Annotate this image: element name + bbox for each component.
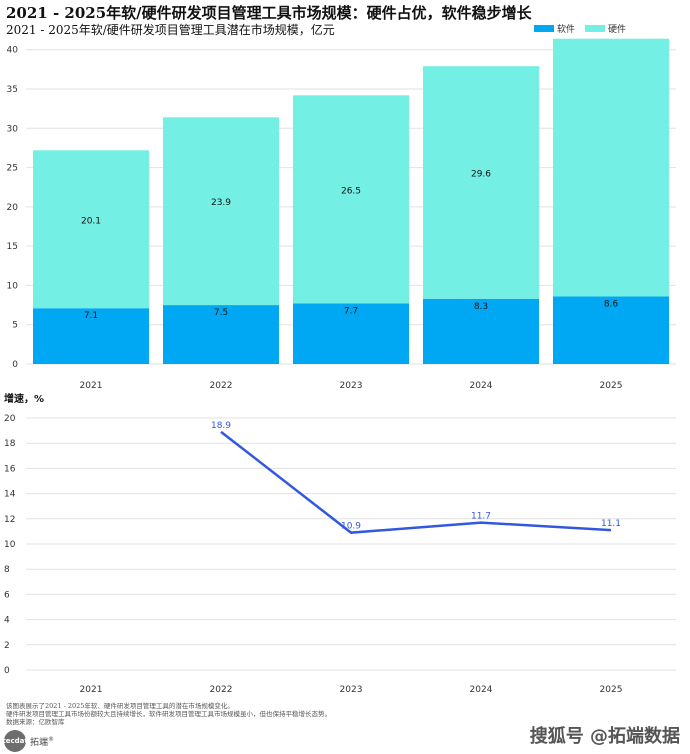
watermark: 搜狐号 @拓端数据 bbox=[529, 726, 680, 747]
stacked-bar-chart: 05101520253035407.120.120217.523.920227.… bbox=[7, 38, 676, 391]
y-tick-label: 6 bbox=[4, 590, 10, 600]
y-tick-label: 0 bbox=[4, 666, 10, 676]
y-tick-label: 10 bbox=[7, 281, 19, 291]
bar-hardware bbox=[163, 117, 279, 306]
footnote-source: 数据来源：亿欧智库 bbox=[6, 718, 65, 726]
y-tick-label: 15 bbox=[7, 242, 18, 252]
bar-hardware bbox=[293, 95, 409, 304]
data-label: 18.9 bbox=[211, 421, 231, 431]
legend-swatch-hardware bbox=[584, 25, 605, 32]
bar-hardware bbox=[33, 150, 149, 309]
legend-label-software: 软件 bbox=[556, 25, 575, 35]
x-tick-label: 2021 bbox=[80, 381, 103, 391]
data-label: 7.1 bbox=[84, 311, 98, 321]
data-label: 8.3 bbox=[474, 302, 488, 312]
y-tick-label: 14 bbox=[4, 490, 16, 500]
data-label: 7.5 bbox=[214, 308, 228, 318]
bar-hardware bbox=[423, 66, 539, 299]
bar-software bbox=[163, 305, 279, 364]
data-label: 23.9 bbox=[211, 198, 231, 208]
y-tick-label: 35 bbox=[7, 85, 18, 95]
x-tick-label: 2024 bbox=[470, 381, 493, 391]
y-tick-label: 16 bbox=[4, 464, 16, 474]
bar-software bbox=[33, 308, 149, 364]
legend-item-hardware: 硬件 bbox=[584, 22, 626, 35]
x-tick-label: 2024 bbox=[470, 685, 493, 695]
y-tick-label: 5 bbox=[12, 321, 18, 331]
legend-item-software: 软件 bbox=[533, 22, 575, 35]
y-tick-label: 8 bbox=[4, 565, 10, 575]
brand-logo: tecdat 拓端® bbox=[2, 730, 55, 752]
chart-title: 2021 - 2025年软/硬件研发项目管理工具市场规模：硬件占优，软件稳步增长 bbox=[6, 4, 532, 22]
brand-name: 拓端® bbox=[30, 735, 55, 748]
legend-label-hardware: 硬件 bbox=[607, 25, 626, 35]
x-tick-label: 2022 bbox=[210, 381, 233, 391]
data-label: 11.1 bbox=[601, 519, 621, 529]
footnote-line: 该图表展示了2021 - 2025年软、硬件研发项目管理工具的潜在市场规模变化。 bbox=[6, 702, 234, 710]
y-tick-label: 10 bbox=[4, 540, 16, 550]
y-tick-label: 20 bbox=[4, 414, 16, 424]
bar-software bbox=[423, 298, 539, 364]
y-tick-label: 25 bbox=[7, 164, 18, 174]
y-tick-label: 20 bbox=[7, 203, 19, 213]
y-tick-label: 2 bbox=[4, 641, 10, 651]
data-label: 7.7 bbox=[344, 307, 358, 317]
x-tick-label: 2025 bbox=[600, 685, 623, 695]
bar-software bbox=[293, 303, 409, 364]
x-tick-label: 2023 bbox=[340, 381, 363, 391]
y-tick-label: 4 bbox=[4, 616, 10, 626]
bar-software bbox=[553, 296, 669, 364]
tecdat-logo-icon: tecdat bbox=[2, 730, 28, 752]
footnote-line: 硬件研发项目管理工具市场份额较大且持续增长，软件研发项目管理工具市场规模虽小，但… bbox=[6, 710, 331, 718]
x-tick-label: 2023 bbox=[340, 685, 363, 695]
y-tick-label: 30 bbox=[7, 124, 19, 134]
growth-axis-title: 增速，% bbox=[4, 392, 44, 405]
y-tick-label: 40 bbox=[7, 46, 19, 56]
bar-hardware bbox=[553, 38, 669, 297]
x-tick-label: 2022 bbox=[210, 685, 233, 695]
data-label: 20.1 bbox=[81, 216, 101, 226]
growth-line bbox=[220, 430, 612, 534]
x-tick-label: 2021 bbox=[80, 685, 103, 695]
x-tick-label: 2025 bbox=[600, 381, 623, 391]
growth-line-chart: 增速，% 0 2 4 6 8 10 12 14 16 18 20 18.9 10.9 11.7 11.1 202… bbox=[4, 392, 676, 695]
data-label: 10.9 bbox=[341, 522, 361, 532]
chart-subtitle: 2021 - 2025年软/硬件研发项目管理工具潜在市场规模，亿元 bbox=[6, 23, 335, 37]
y-tick-label: 0 bbox=[12, 360, 18, 370]
y-tick-label: 18 bbox=[4, 439, 16, 449]
data-label: 8.6 bbox=[604, 299, 619, 309]
y-tick-label: 12 bbox=[4, 515, 15, 525]
data-label: 29.6 bbox=[471, 170, 491, 180]
legend-swatch-software bbox=[533, 25, 554, 32]
data-label: 26.5 bbox=[341, 186, 361, 196]
legend: 软件 硬件 bbox=[533, 22, 626, 35]
footnote: 该图表展示了2021 - 2025年软、硬件研发项目管理工具的潜在市场规模变化。… bbox=[6, 702, 331, 726]
data-label: 11.7 bbox=[471, 512, 491, 522]
